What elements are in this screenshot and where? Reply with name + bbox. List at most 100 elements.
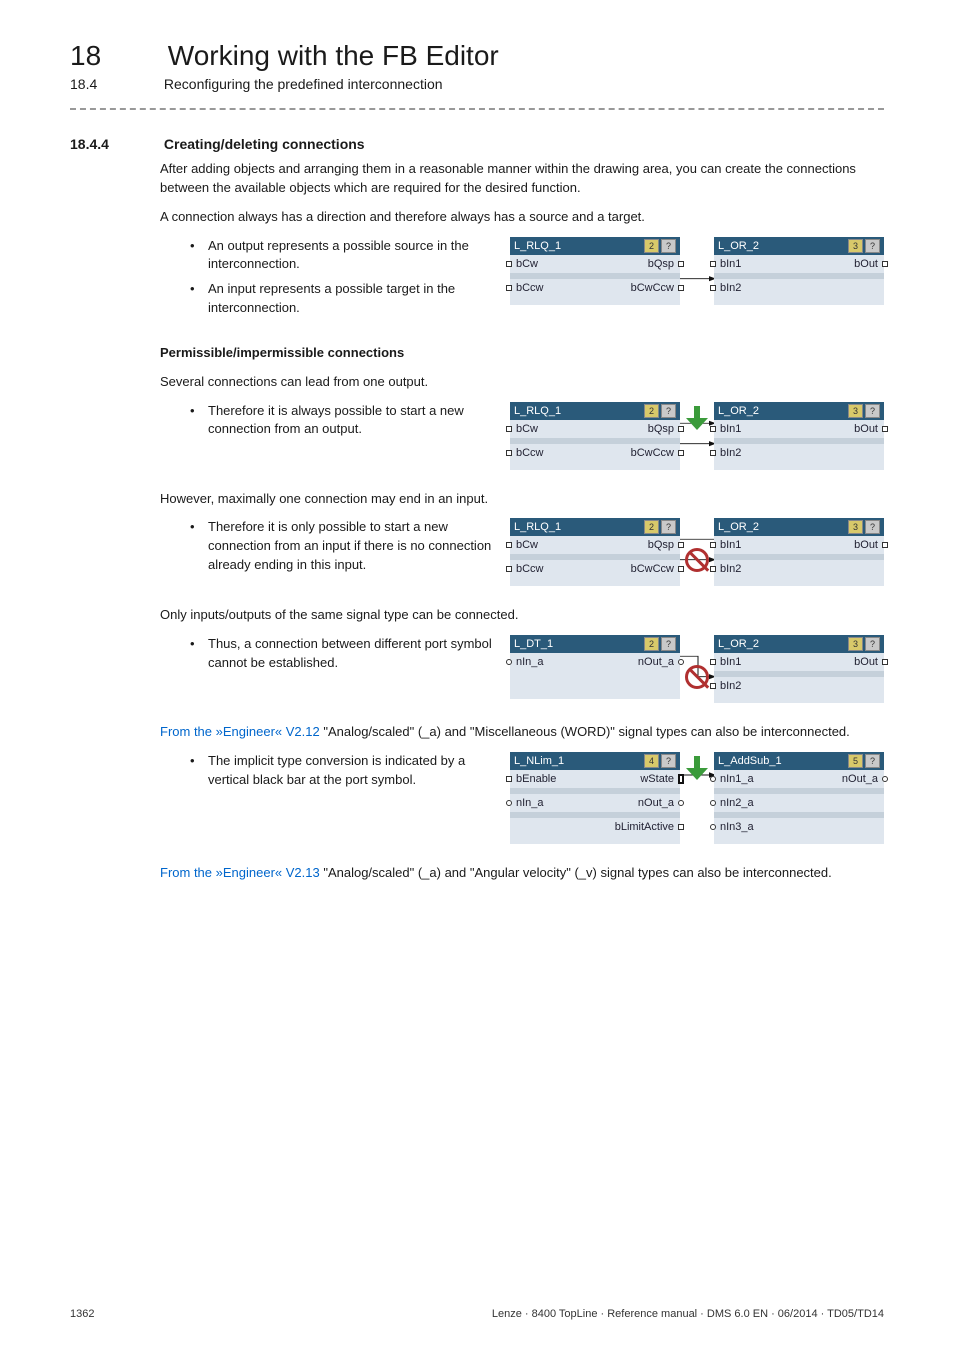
help-badge[interactable]: ? bbox=[661, 404, 676, 418]
subsection-number: 18.4.4 bbox=[70, 136, 160, 152]
bullet-perm-3: Thus, a connection between different por… bbox=[196, 635, 496, 673]
port-label: bIn2 bbox=[720, 282, 741, 294]
port-label: bIn1 bbox=[720, 656, 741, 668]
port-in-nin2-a[interactable] bbox=[710, 800, 716, 806]
help-badge[interactable]: ? bbox=[865, 637, 880, 651]
port-in-bin2[interactable] bbox=[710, 450, 716, 456]
allowed-arrow-icon bbox=[686, 406, 708, 432]
perm-para-2: However, maximally one connection may en… bbox=[160, 490, 884, 509]
section-line: 18.4 Reconfiguring the predefined interc… bbox=[70, 76, 884, 92]
block-addsub-1: L_AddSub_1 5? nIn1_anOut_a nIn2_a nIn3_a bbox=[714, 752, 884, 844]
port-in-bccw[interactable] bbox=[506, 285, 512, 291]
perm-para-3: Only inputs/outputs of the same signal t… bbox=[160, 606, 884, 625]
port-label: bIn1 bbox=[720, 539, 741, 551]
subsection-title: Creating/deleting connections bbox=[164, 136, 365, 152]
port-in-bccw[interactable] bbox=[506, 566, 512, 572]
block-badges: 2 ? bbox=[644, 239, 676, 253]
port-label: bCw bbox=[516, 539, 538, 551]
port-label: bLimitActive bbox=[615, 821, 674, 833]
block-rlq-1: L_RLQ_1 2? bCwbQsp bCcwbCwCcw bbox=[510, 402, 680, 470]
port-in-bin1[interactable] bbox=[710, 542, 716, 548]
port-label: bCw bbox=[516, 423, 538, 435]
port-label: nIn3_a bbox=[720, 821, 754, 833]
block-title: L_OR_2 bbox=[718, 638, 759, 650]
port-label: bIn2 bbox=[720, 447, 741, 459]
bullet-intro-a: An output represents a possible source i… bbox=[196, 237, 496, 275]
port-out-bout[interactable] bbox=[882, 542, 888, 548]
help-badge[interactable]: ? bbox=[661, 754, 676, 768]
port-in-bccw[interactable] bbox=[506, 450, 512, 456]
port-label: bCwCcw bbox=[631, 447, 674, 459]
port-in-bin2[interactable] bbox=[710, 683, 716, 689]
port-in-nin-a[interactable] bbox=[506, 800, 512, 806]
diagram-4: L_DT_1 2? nIn_anOut_a L_OR_2 3? bIn1bOut… bbox=[510, 635, 884, 703]
port-out-bcwccw[interactable] bbox=[678, 566, 684, 572]
help-badge[interactable]: ? bbox=[661, 239, 676, 253]
port-label: bCw bbox=[516, 258, 538, 270]
block-title: L_OR_2 bbox=[718, 240, 759, 252]
chapter-number: 18 bbox=[70, 40, 160, 72]
port-in-bin1[interactable] bbox=[710, 659, 716, 665]
help-badge[interactable]: ? bbox=[865, 239, 880, 253]
port-label: bCcw bbox=[516, 282, 544, 294]
port-out-bout[interactable] bbox=[882, 426, 888, 432]
block-title: L_OR_2 bbox=[718, 521, 759, 533]
port-in-nin3-a[interactable] bbox=[710, 824, 716, 830]
port-in-bcw[interactable] bbox=[506, 542, 512, 548]
port-out-bqsp[interactable] bbox=[678, 426, 684, 432]
port-label: bQsp bbox=[648, 539, 674, 551]
help-badge[interactable]: ? bbox=[865, 404, 880, 418]
block-title: L_RLQ_1 bbox=[514, 240, 561, 252]
help-badge[interactable]: ? bbox=[661, 520, 676, 534]
port-out-bqsp[interactable] bbox=[678, 542, 684, 548]
port-label: bIn2 bbox=[720, 680, 741, 692]
port-label: nOut_a bbox=[638, 797, 674, 809]
port-out-wstate[interactable] bbox=[678, 774, 684, 784]
port-label: nIn_a bbox=[516, 797, 544, 809]
port-out-bout[interactable] bbox=[882, 659, 888, 665]
help-badge[interactable]: ? bbox=[661, 637, 676, 651]
block-title: L_RLQ_1 bbox=[514, 405, 561, 417]
port-label: bCwCcw bbox=[631, 563, 674, 575]
block-title: L_NLim_1 bbox=[514, 755, 564, 767]
port-in-bin2[interactable] bbox=[710, 566, 716, 572]
port-out-nout-a[interactable] bbox=[678, 659, 684, 665]
order-badge: 5 bbox=[848, 754, 863, 768]
order-badge: 2 bbox=[644, 404, 659, 418]
port-out-bcwccw[interactable] bbox=[678, 450, 684, 456]
order-badge: 2 bbox=[644, 520, 659, 534]
help-badge[interactable]: ? bbox=[865, 754, 880, 768]
port-label: bOut bbox=[854, 539, 878, 551]
port-out-nout-a[interactable] bbox=[882, 776, 888, 782]
port-label: bCwCcw bbox=[631, 282, 674, 294]
port-label: bCcw bbox=[516, 447, 544, 459]
row-perm-1: Therefore it is always possible to start… bbox=[160, 402, 884, 470]
order-badge: 4 bbox=[644, 754, 659, 768]
order-badge: 3 bbox=[848, 637, 863, 651]
help-badge[interactable]: ? bbox=[865, 520, 880, 534]
port-out-bcwccw[interactable] bbox=[678, 285, 684, 291]
port-in-bin1[interactable] bbox=[710, 426, 716, 432]
port-out-bout[interactable] bbox=[882, 261, 888, 267]
port-out-blimitactive[interactable] bbox=[678, 824, 684, 830]
port-in-bcw[interactable] bbox=[506, 426, 512, 432]
block-or-2: L_OR_2 3? bIn1bOut bIn2 bbox=[714, 635, 884, 703]
port-out-bqsp[interactable] bbox=[678, 261, 684, 267]
prohibited-icon bbox=[685, 665, 709, 689]
port-label: bEnable bbox=[516, 773, 556, 785]
block-or-2: L_OR_2 3? bIn1bOut bIn2 bbox=[714, 518, 884, 586]
port-in-bin1[interactable] bbox=[710, 261, 716, 267]
block-title: L_OR_2 bbox=[718, 405, 759, 417]
port-label: nIn1_a bbox=[720, 773, 754, 785]
port-in-benable[interactable] bbox=[506, 776, 512, 782]
bullet-intro-b: An input represents a possible target in… bbox=[196, 280, 496, 318]
port-in-nin1-a[interactable] bbox=[710, 776, 716, 782]
port-in-nin-a[interactable] bbox=[506, 659, 512, 665]
port-in-bcw[interactable] bbox=[506, 261, 512, 267]
port-label: bIn1 bbox=[720, 423, 741, 435]
port-label: bQsp bbox=[648, 258, 674, 270]
port-out-nout-a[interactable] bbox=[678, 800, 684, 806]
block-or-2: L_OR_2 3? bIn1bOut bIn2 bbox=[714, 402, 884, 470]
port-label: nOut_a bbox=[638, 656, 674, 668]
port-in-bin2[interactable] bbox=[710, 285, 716, 291]
